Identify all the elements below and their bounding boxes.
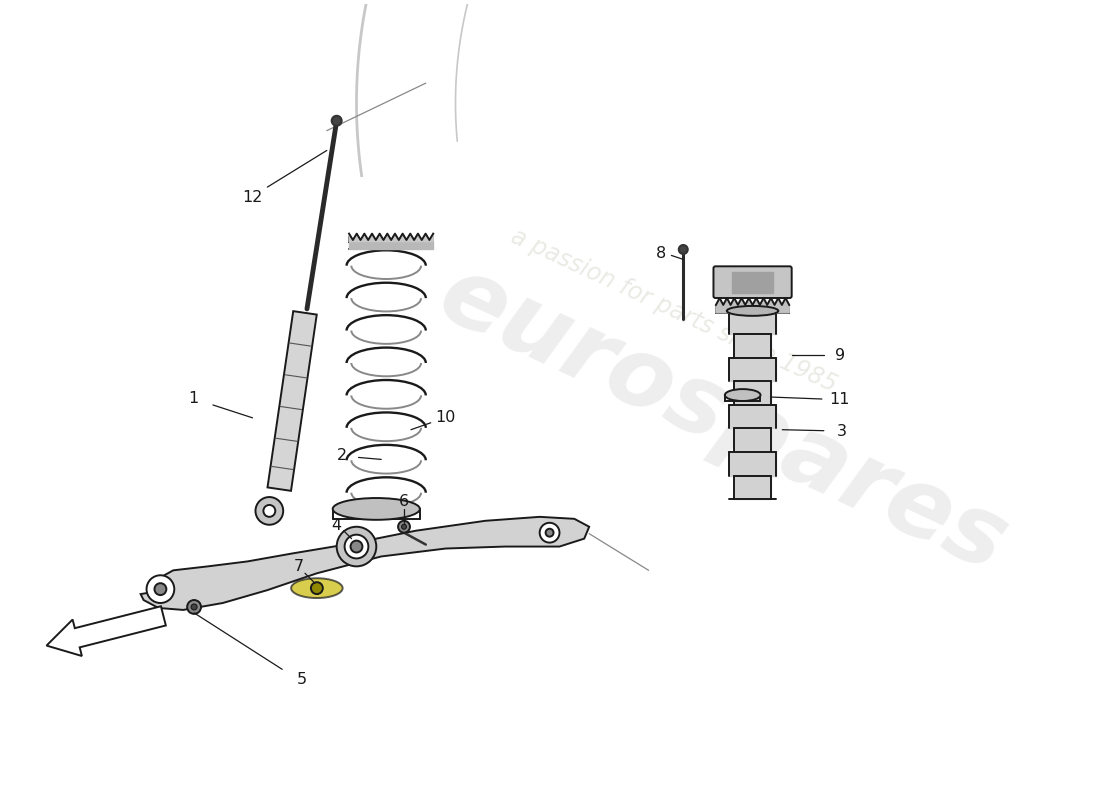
Text: 8: 8 <box>657 246 667 261</box>
FancyBboxPatch shape <box>714 266 792 298</box>
Circle shape <box>398 521 410 533</box>
Circle shape <box>540 522 560 542</box>
Ellipse shape <box>725 389 760 401</box>
Circle shape <box>263 505 275 517</box>
Text: 2: 2 <box>337 448 346 463</box>
Circle shape <box>344 534 369 558</box>
Circle shape <box>191 604 197 610</box>
FancyArrow shape <box>46 606 166 656</box>
Text: a passion for parts since 1985: a passion for parts since 1985 <box>507 225 840 397</box>
Polygon shape <box>349 234 433 242</box>
Polygon shape <box>267 311 317 491</box>
Polygon shape <box>141 517 590 610</box>
Circle shape <box>402 524 407 530</box>
Text: 7: 7 <box>294 559 304 574</box>
Text: eurospares: eurospares <box>425 248 1021 592</box>
Ellipse shape <box>292 578 342 598</box>
Polygon shape <box>716 298 789 313</box>
Ellipse shape <box>332 498 420 520</box>
Circle shape <box>351 541 362 553</box>
Text: 10: 10 <box>436 410 455 426</box>
Text: 12: 12 <box>242 190 263 205</box>
Text: 9: 9 <box>835 348 845 363</box>
Circle shape <box>146 575 174 603</box>
Text: 5: 5 <box>297 672 307 686</box>
Circle shape <box>679 245 688 254</box>
Text: 3: 3 <box>837 424 847 439</box>
Circle shape <box>255 497 283 525</box>
Text: 6: 6 <box>399 494 409 510</box>
Text: 1: 1 <box>188 390 198 406</box>
Circle shape <box>154 583 166 595</box>
Circle shape <box>187 600 201 614</box>
Text: 4: 4 <box>331 518 342 534</box>
Circle shape <box>332 116 342 126</box>
Circle shape <box>337 526 376 566</box>
Ellipse shape <box>727 306 779 316</box>
Circle shape <box>546 529 553 537</box>
Text: 11: 11 <box>829 393 850 407</box>
Circle shape <box>311 582 322 594</box>
